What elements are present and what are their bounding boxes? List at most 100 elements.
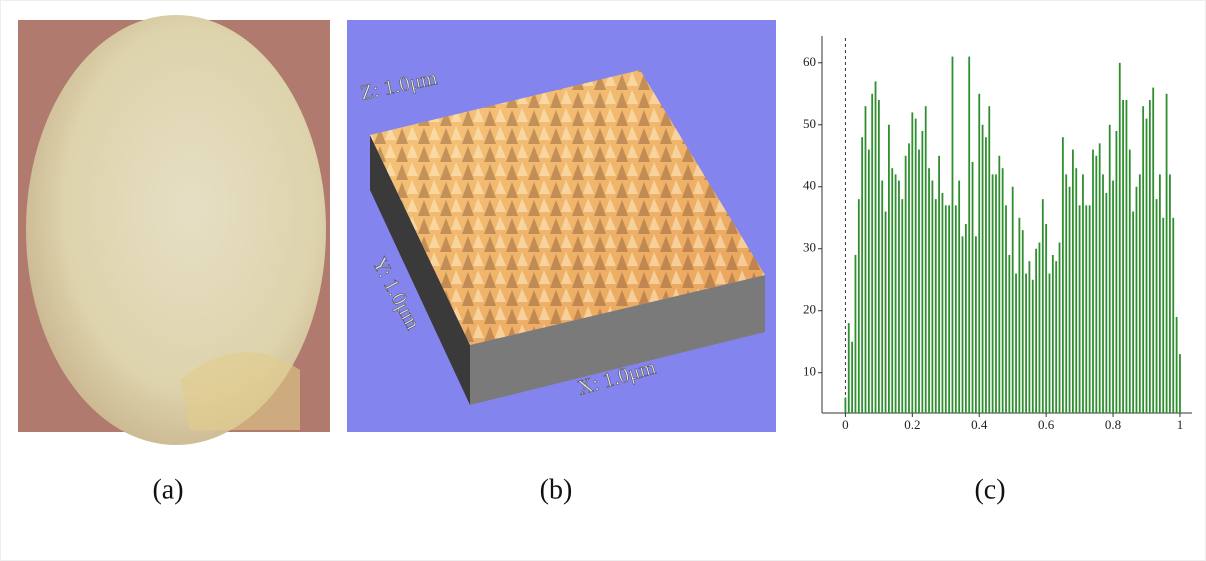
bar (921, 131, 923, 413)
bar (1169, 174, 1171, 413)
bar (972, 162, 974, 413)
bar (978, 94, 980, 413)
bar (1156, 199, 1158, 413)
x-tick-label: 0.8 (1105, 417, 1121, 432)
bar (998, 156, 1000, 413)
bar (1122, 100, 1124, 413)
bar (855, 255, 857, 413)
bar (1055, 261, 1057, 413)
bar (908, 143, 910, 413)
bar (898, 181, 900, 413)
bar (891, 168, 893, 413)
bar (1002, 168, 1004, 413)
bar (995, 174, 997, 413)
bar (965, 224, 967, 413)
bar (881, 181, 883, 413)
y-tick-label: 30 (803, 240, 816, 255)
bar (851, 342, 853, 413)
bar (1049, 274, 1051, 413)
bar (1079, 205, 1081, 413)
photo-panel (18, 15, 330, 445)
bar (895, 174, 897, 413)
bar (1162, 218, 1164, 413)
bar (985, 137, 987, 413)
bar (858, 199, 860, 413)
x-tick-label: 1 (1177, 417, 1184, 432)
bar (1029, 261, 1031, 413)
bar (1132, 212, 1134, 413)
bar (885, 212, 887, 413)
bar (1015, 274, 1017, 413)
bar (1152, 88, 1154, 413)
bar (1035, 249, 1037, 413)
bar (1112, 181, 1114, 413)
bar (868, 150, 870, 413)
bar (1089, 205, 1091, 413)
bar (1129, 150, 1131, 413)
bar (968, 57, 970, 413)
bar (1039, 243, 1041, 413)
bar (958, 181, 960, 413)
y-tick-label: 10 (803, 364, 816, 379)
bar (938, 156, 940, 413)
bar (1025, 274, 1027, 413)
bar (1085, 205, 1087, 413)
x-tick-label: 0.6 (1038, 417, 1055, 432)
bar (845, 398, 847, 413)
bar (982, 125, 984, 413)
bar (1092, 150, 1094, 413)
caption: (a) (152, 474, 183, 505)
bar (1042, 199, 1044, 413)
afm-panel: Z: 1.0μm Y: 1.0μm X: 1.0μm (347, 20, 776, 432)
y-tick-label: 20 (803, 302, 816, 317)
bar (1139, 174, 1141, 413)
bar (988, 106, 990, 413)
bar (1062, 137, 1064, 413)
bar (1075, 168, 1077, 413)
y-tick-label: 50 (803, 116, 816, 131)
bar (1065, 174, 1067, 413)
bar (878, 100, 880, 413)
bar (888, 125, 890, 413)
bar (1008, 255, 1010, 413)
bar (905, 156, 907, 413)
bar (1142, 106, 1144, 413)
figure: Z: 1.0μm Y: 1.0μm X: 1.0μm 1020304050600… (0, 0, 1206, 561)
bar (1149, 100, 1151, 413)
y-tick-label: 40 (803, 178, 816, 193)
bar (1018, 218, 1020, 413)
y-tick-label: 60 (803, 54, 816, 69)
bar (1045, 224, 1047, 413)
bar (1146, 119, 1148, 413)
bar (1105, 193, 1107, 413)
bar (901, 199, 903, 413)
bar (1069, 187, 1071, 413)
bar (1166, 94, 1168, 413)
bar (1179, 354, 1181, 413)
bar (1159, 174, 1161, 413)
bar (1082, 174, 1084, 413)
bar (865, 106, 867, 413)
bar (1072, 150, 1074, 413)
bar (1176, 317, 1178, 413)
x-tick-label: 0.2 (904, 417, 920, 432)
page: {"panels": [ {"caption": "(a)"}, {"capti… (0, 0, 1206, 561)
bar (1126, 100, 1128, 413)
bar (871, 94, 873, 413)
x-tick-label: 0 (842, 417, 849, 432)
bar (915, 119, 917, 413)
bar (945, 205, 947, 413)
bar (1102, 174, 1104, 413)
bar (1172, 218, 1174, 413)
bar (1059, 243, 1061, 413)
bar (1012, 187, 1014, 413)
bar (1119, 63, 1121, 413)
bar (992, 174, 994, 413)
bar (1116, 131, 1118, 413)
bar (1136, 187, 1138, 413)
bar (942, 193, 944, 413)
bar (1095, 156, 1097, 413)
bar (848, 323, 850, 413)
bar (861, 137, 863, 413)
